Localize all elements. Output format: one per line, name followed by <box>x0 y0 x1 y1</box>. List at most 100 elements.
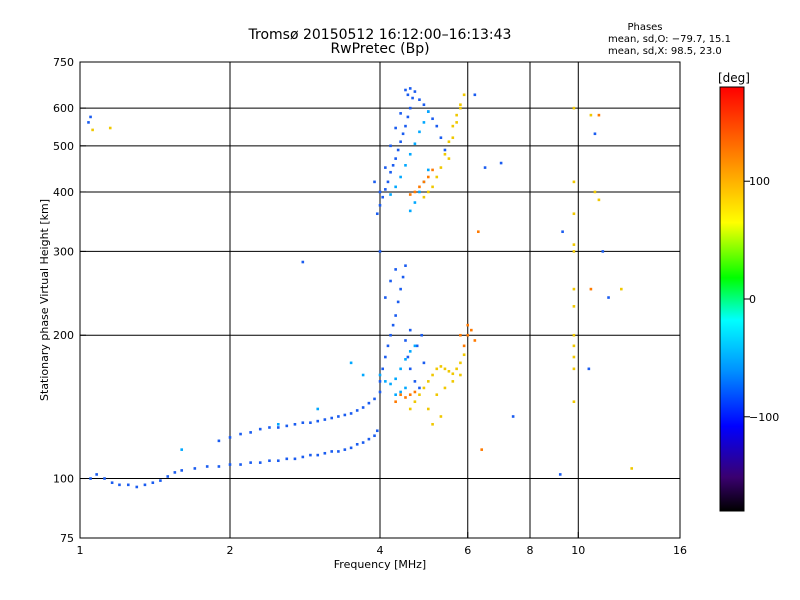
data-point <box>375 429 379 433</box>
data-point <box>408 193 412 196</box>
data-point <box>404 264 407 267</box>
data-point <box>408 152 412 156</box>
data-point <box>561 230 564 234</box>
data-point <box>95 473 98 476</box>
x-tick-label: 10 <box>571 544 585 557</box>
data-point <box>378 380 382 383</box>
data-point <box>217 465 221 468</box>
data-point <box>394 268 397 271</box>
data-point <box>404 164 407 167</box>
data-point <box>180 448 184 451</box>
data-point <box>316 453 320 457</box>
data-point <box>572 106 576 110</box>
data-point <box>408 367 412 371</box>
data-point <box>408 87 412 90</box>
data-point <box>447 140 451 144</box>
data-point <box>426 190 430 194</box>
data-point <box>386 344 390 348</box>
x-tick-label: 6 <box>464 544 471 557</box>
data-point <box>462 344 466 348</box>
data-point <box>411 96 414 100</box>
data-point <box>406 115 410 119</box>
data-point <box>135 485 139 489</box>
data-point <box>426 168 430 172</box>
x-tick-label: 16 <box>673 544 687 557</box>
data-point <box>349 412 353 415</box>
data-point <box>378 190 382 194</box>
data-point <box>394 400 397 404</box>
data-point <box>166 475 170 478</box>
data-point <box>572 180 576 184</box>
data-point <box>349 446 353 450</box>
data-point <box>439 365 443 368</box>
data-point <box>401 132 405 136</box>
colorbar <box>719 86 745 512</box>
data-point <box>249 431 252 434</box>
data-point <box>431 168 434 172</box>
data-point <box>396 148 400 152</box>
data-point <box>572 212 576 216</box>
data-point <box>451 380 455 383</box>
data-point <box>361 373 365 377</box>
data-point <box>118 483 121 487</box>
data-point <box>418 393 421 397</box>
data-point <box>572 333 576 337</box>
data-point <box>375 212 379 216</box>
data-point <box>384 166 387 169</box>
data-point <box>217 439 221 443</box>
data-point <box>426 175 430 179</box>
data-point <box>406 93 410 97</box>
data-point <box>435 175 439 179</box>
data-point <box>386 180 390 184</box>
data-point <box>420 333 423 337</box>
data-point <box>459 106 462 110</box>
data-point <box>126 483 130 487</box>
data-point <box>404 386 407 390</box>
data-point <box>91 128 94 132</box>
data-point <box>343 413 347 417</box>
data-point <box>572 367 576 371</box>
data-point <box>276 422 280 426</box>
y-tick-label: 100 <box>53 473 74 486</box>
y-tick-label: 400 <box>53 186 74 199</box>
data-point <box>447 157 451 160</box>
data-point <box>435 393 439 397</box>
data-point <box>103 477 106 480</box>
colorbar-tick-label: 100 <box>749 175 770 188</box>
data-point <box>435 367 439 371</box>
data-point <box>451 372 455 376</box>
data-point <box>601 250 605 253</box>
data-point <box>418 98 421 101</box>
data-point <box>511 415 515 418</box>
data-point <box>384 296 387 299</box>
data-point <box>389 382 392 386</box>
data-point <box>477 230 480 234</box>
x-tick-label: 4 <box>377 544 384 557</box>
data-point <box>239 463 242 466</box>
data-point <box>607 296 610 299</box>
data-point <box>422 386 426 390</box>
data-point <box>459 103 462 107</box>
data-point <box>389 193 392 196</box>
data-point <box>593 132 597 136</box>
data-point <box>323 451 327 455</box>
data-point <box>394 157 397 160</box>
data-point <box>620 287 623 291</box>
data-point <box>228 463 232 466</box>
colorbar-tick-label: 0 <box>749 293 756 306</box>
colorbar-tick-label: −100 <box>749 411 779 424</box>
data-point <box>431 185 434 189</box>
data-point <box>404 124 407 128</box>
data-point <box>480 448 484 451</box>
data-point <box>589 113 593 117</box>
data-point <box>396 300 400 304</box>
data-point <box>447 369 451 373</box>
data-point <box>404 358 407 361</box>
data-point <box>483 166 487 169</box>
grid <box>80 62 680 538</box>
data-point <box>455 367 458 371</box>
data-point <box>151 481 155 485</box>
data-point <box>413 201 417 204</box>
data-point <box>367 401 371 405</box>
data-point <box>361 406 365 409</box>
